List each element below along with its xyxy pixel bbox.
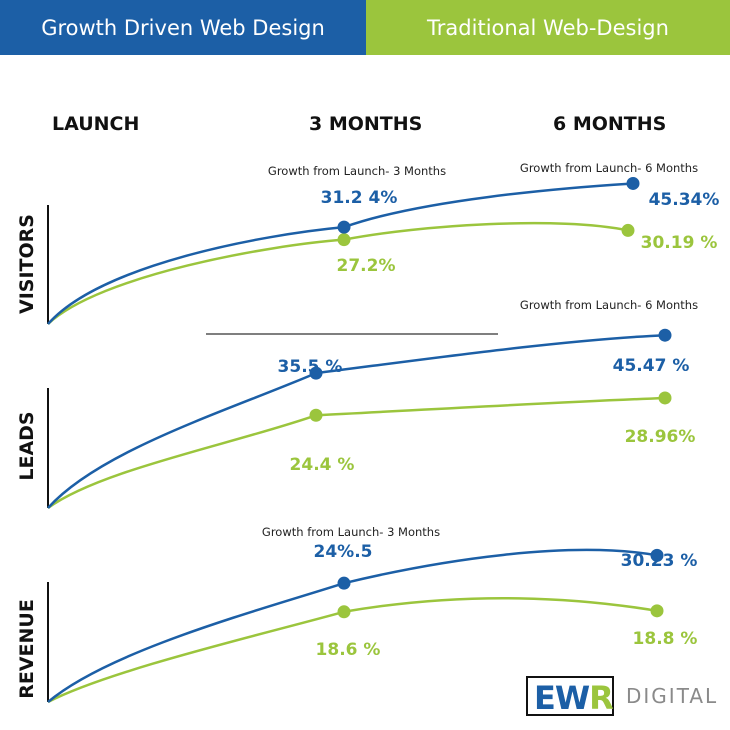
- annotation-revenue-0: Growth from Launch- 3 Months: [262, 525, 440, 539]
- data-point-growth-revenue-2: [650, 548, 664, 562]
- data-label-growth-revenue-2: 30.23 %: [621, 551, 698, 571]
- y-axis-label-revenue: REVENUE: [16, 599, 38, 699]
- data-label-traditional-leads-1: 24.4 %: [290, 455, 355, 475]
- data-point-growth-revenue-1: [337, 576, 351, 590]
- data-point-traditional-visitors-1: [337, 233, 351, 247]
- data-label-traditional-revenue-1: 18.6 %: [316, 640, 381, 660]
- data-point-traditional-revenue-2: [650, 604, 664, 618]
- tab-traditional: Traditional Web-Design: [366, 0, 730, 55]
- y-axis-label-leads: LEADS: [16, 411, 38, 480]
- data-point-traditional-revenue-1: [337, 605, 351, 619]
- data-label-growth-revenue-1: 24%.5: [314, 542, 373, 562]
- series-line-traditional-leads: [47, 396, 666, 510]
- data-point-growth-visitors-2: [626, 176, 640, 190]
- series-line-growth-leads: [47, 333, 666, 509]
- logo-mark: EWR: [534, 679, 614, 717]
- column-heading-launch: LAUNCH: [52, 113, 140, 135]
- data-point-growth-leads-1: [309, 366, 323, 380]
- data-point-growth-visitors-1: [337, 220, 351, 234]
- annotation-visitors-1: Growth from Launch- 6 Months: [520, 161, 698, 175]
- data-label-growth-visitors-2: 45.34%: [649, 190, 720, 210]
- annotation-visitors-0: Growth from Launch- 3 Months: [268, 164, 446, 178]
- data-label-traditional-revenue-2: 18.8 %: [633, 629, 698, 649]
- column-heading-3-months: 3 MONTHS: [309, 113, 423, 135]
- data-label-traditional-visitors-1: 27.2%: [337, 256, 396, 276]
- data-point-growth-leads-2: [658, 328, 672, 342]
- y-axis-label-visitors: VISITORS: [16, 214, 38, 314]
- data-point-traditional-visitors-2: [621, 223, 635, 237]
- annotation-leads-0: Growth from Launch- 6 Months: [520, 298, 698, 312]
- column-heading-6-months: 6 MONTHS: [553, 113, 667, 135]
- tab-growth-driven: Growth Driven Web Design: [0, 0, 366, 55]
- data-label-traditional-leads-2: 28.96%: [625, 427, 696, 447]
- ewr-digital-logo: EWR DIGITAL: [526, 676, 716, 717]
- data-label-growth-leads-2: 45.47 %: [613, 356, 690, 376]
- logo-box: EWR: [526, 676, 614, 717]
- data-point-traditional-leads-2: [658, 391, 672, 405]
- data-label-growth-leads-1: 35.5 %: [278, 357, 343, 377]
- data-point-traditional-leads-1: [309, 408, 323, 422]
- data-label-growth-visitors-1: 31.2 4%: [321, 188, 398, 208]
- logo-wordmark: DIGITAL: [626, 684, 719, 708]
- data-label-traditional-visitors-2: 30.19 %: [641, 233, 718, 253]
